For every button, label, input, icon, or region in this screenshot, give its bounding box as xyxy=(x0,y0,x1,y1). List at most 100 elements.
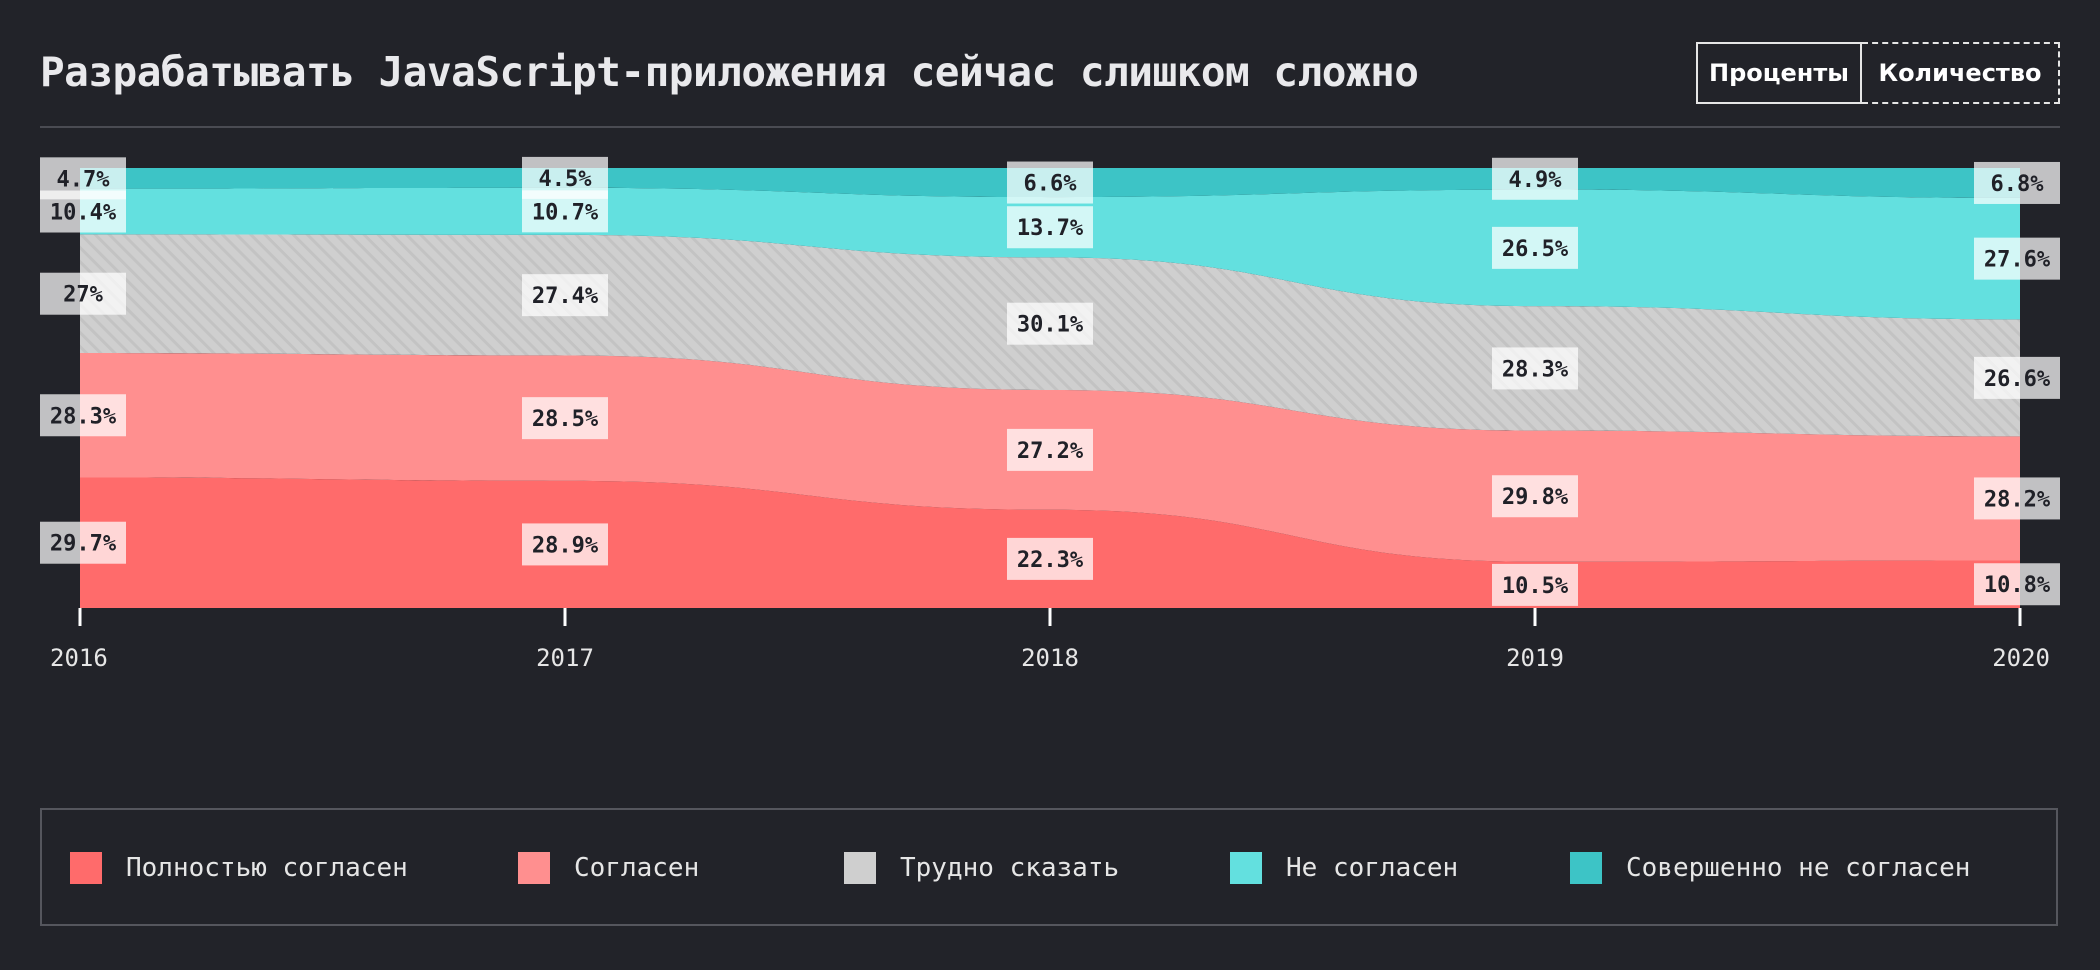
value-label-text: 27.6% xyxy=(1984,248,2051,273)
value-label-hard-to-say: 26.6% xyxy=(1974,356,2060,399)
value-label-fully-agree: 10.8% xyxy=(1974,563,2060,606)
value-label-bg xyxy=(1007,206,1093,249)
value-label-text: 30.1% xyxy=(1017,313,1084,338)
legend-item-hard-to-say[interactable]: Трудно сказать xyxy=(844,852,1119,884)
value-label-text: 26.6% xyxy=(1984,367,2051,392)
value-label-bg xyxy=(1974,237,2060,280)
chart-legend: Полностью согласен Согласен Трудно сказа… xyxy=(40,808,2058,926)
legend-label: Полностью согласен xyxy=(126,853,408,883)
value-label-bg xyxy=(1974,563,2060,606)
legend-label: Согласен xyxy=(574,853,700,883)
x-tick-label: 2016 xyxy=(50,644,108,672)
value-label-bg xyxy=(522,274,608,317)
legend-label: Не согласен xyxy=(1286,853,1459,883)
value-label-text: 26.5% xyxy=(1502,237,1569,262)
value-label-disagree: 27.6% xyxy=(1974,237,2060,280)
value-label-text: 10.5% xyxy=(1502,574,1569,599)
value-label-text: 6.8% xyxy=(1991,172,2045,197)
value-label-text: 27% xyxy=(63,283,103,308)
x-tick-label: 2020 xyxy=(1992,644,2050,672)
legend-item-fully-agree[interactable]: Полностью согласен xyxy=(70,852,408,884)
legend-swatch-fully-agree xyxy=(70,852,102,884)
value-label-text: 28.5% xyxy=(532,407,599,432)
value-label-bg xyxy=(1492,157,1578,200)
value-label-fully-agree: 28.9% xyxy=(522,523,608,566)
value-label-agree: 28.2% xyxy=(1974,477,2060,520)
value-label-bg xyxy=(40,157,126,200)
value-label-text: 22.3% xyxy=(1017,548,1084,573)
value-label-text: 6.6% xyxy=(1024,172,1078,197)
value-label-strongly-disagree: 4.5% xyxy=(522,156,608,199)
value-label-bg xyxy=(1007,302,1093,345)
value-label-bg xyxy=(1492,563,1578,606)
value-label-hard-to-say: 30.1% xyxy=(1007,302,1093,345)
legend-item-strongly-disagree[interactable]: Совершенно не согласен xyxy=(1570,852,1970,884)
value-label-text: 29.7% xyxy=(50,532,117,557)
legend-item-disagree[interactable]: Не согласен xyxy=(1230,852,1458,884)
value-label-bg xyxy=(40,272,126,315)
value-label-text: 28.3% xyxy=(1502,357,1569,382)
value-label-text: 4.5% xyxy=(539,167,593,192)
value-label-bg xyxy=(1492,475,1578,518)
value-label-bg xyxy=(1007,428,1093,471)
count-toggle-button[interactable]: Количество xyxy=(1862,42,2060,104)
value-label-disagree: 13.7% xyxy=(1007,206,1093,249)
value-label-bg xyxy=(522,523,608,566)
value-label-bg xyxy=(1007,537,1093,580)
value-label-agree: 27.2% xyxy=(1007,428,1093,471)
value-label-text: 13.7% xyxy=(1017,216,1084,241)
value-label-bg xyxy=(40,394,126,437)
chart-title: Разрабатывать JavaScript-приложения сейч… xyxy=(40,48,1419,96)
value-label-strongly-disagree: 4.7% xyxy=(40,157,126,200)
stacked-area-chart: 2016 2017 2018 2019 2020 29.7% 28.9% 22.3% 10.5… xyxy=(40,156,2060,672)
x-tick-label: 2018 xyxy=(1021,644,1079,672)
value-label-hard-to-say: 27% xyxy=(40,272,126,315)
value-label-fully-agree: 29.7% xyxy=(40,521,126,564)
value-label-text: 28.9% xyxy=(532,533,599,558)
value-label-text: 10.8% xyxy=(1984,573,2051,598)
value-label-text: 4.7% xyxy=(57,167,111,192)
value-label-agree: 29.8% xyxy=(1492,475,1578,518)
value-label-text: 27.2% xyxy=(1017,439,1084,464)
value-label-agree: 28.5% xyxy=(522,397,608,440)
legend-item-agree[interactable]: Согласен xyxy=(518,852,699,884)
value-label-text: 29.8% xyxy=(1502,485,1569,510)
value-label-bg xyxy=(1007,161,1093,204)
value-label-strongly-disagree: 4.9% xyxy=(1492,157,1578,200)
value-label-strongly-disagree: 6.8% xyxy=(1974,161,2060,204)
x-tick-label: 2019 xyxy=(1506,644,1564,672)
value-label-bg xyxy=(522,397,608,440)
value-label-bg xyxy=(1974,477,2060,520)
value-label-text: 4.9% xyxy=(1509,168,1563,193)
value-label-text: 28.2% xyxy=(1984,487,2051,512)
value-label-text: 28.3% xyxy=(50,404,117,429)
value-label-text: 10.4% xyxy=(50,201,117,226)
units-toggle: Проценты Количество xyxy=(1696,42,2060,104)
value-label-text: 27.4% xyxy=(532,284,599,309)
x-axis: 2016 2017 2018 2019 2020 xyxy=(50,608,2050,672)
value-label-agree: 28.3% xyxy=(40,394,126,437)
value-label-hard-to-say: 28.3% xyxy=(1492,347,1578,390)
value-label-bg xyxy=(1492,226,1578,269)
legend-swatch-hard-to-say xyxy=(844,852,876,884)
value-label-bg xyxy=(522,156,608,199)
value-label-strongly-disagree: 6.6% xyxy=(1007,161,1093,204)
legend-swatch-strongly-disagree xyxy=(1570,852,1602,884)
value-label-disagree: 26.5% xyxy=(1492,226,1578,269)
value-label-hard-to-say: 27.4% xyxy=(522,274,608,317)
legend-swatch-disagree xyxy=(1230,852,1262,884)
value-labels: 29.7% 28.9% 22.3% 10.5% 10.8% 28.3% 28.5% 27.2%… xyxy=(40,156,2060,606)
value-label-bg xyxy=(40,521,126,564)
percent-toggle-button[interactable]: Проценты xyxy=(1696,42,1862,104)
chart-header: Разрабатывать JavaScript-приложения сейч… xyxy=(40,36,2060,128)
legend-label: Трудно сказать xyxy=(900,853,1120,883)
value-label-bg xyxy=(1974,356,2060,399)
legend-label: Совершенно не согласен xyxy=(1626,853,1971,883)
value-label-bg xyxy=(1974,161,2060,204)
value-label-fully-agree: 10.5% xyxy=(1492,563,1578,606)
legend-swatch-agree xyxy=(518,852,550,884)
value-label-bg xyxy=(1492,347,1578,390)
value-label-text: 10.7% xyxy=(532,200,599,225)
value-label-fully-agree: 22.3% xyxy=(1007,537,1093,580)
x-tick-label: 2017 xyxy=(536,644,594,672)
